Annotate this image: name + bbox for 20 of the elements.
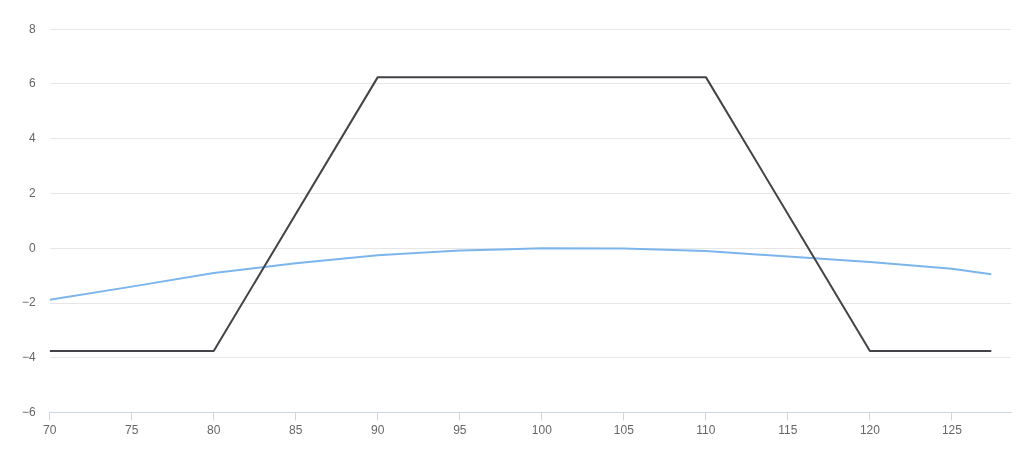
x-tick-label: 110 [696, 423, 716, 438]
x-tick-label: 100 [531, 423, 553, 438]
y-tick-label: −4 [21, 350, 36, 365]
x-tick-label: 70 [43, 423, 57, 438]
y-tick-label: −6 [21, 404, 36, 419]
x-tick-label: 105 [613, 423, 635, 438]
x-tick-label: 90 [371, 423, 385, 438]
x-tick-label: 85 [289, 423, 303, 438]
x-tick-label: 120 [859, 423, 881, 438]
x-tick-label: 95 [453, 423, 467, 438]
y-tick-label: −2 [21, 295, 36, 310]
y-tick-label: 0 [28, 240, 36, 255]
y-tick-label: 6 [28, 76, 36, 91]
y-tick-label: 8 [28, 21, 36, 36]
x-tick-label: 75 [125, 423, 139, 438]
y-tick-label: 4 [28, 131, 36, 146]
x-tick-label: 115 [778, 423, 798, 438]
x-tick-label: 125 [941, 423, 963, 438]
y-tick-label: 2 [28, 185, 36, 200]
x-tick-label: 80 [207, 423, 221, 438]
